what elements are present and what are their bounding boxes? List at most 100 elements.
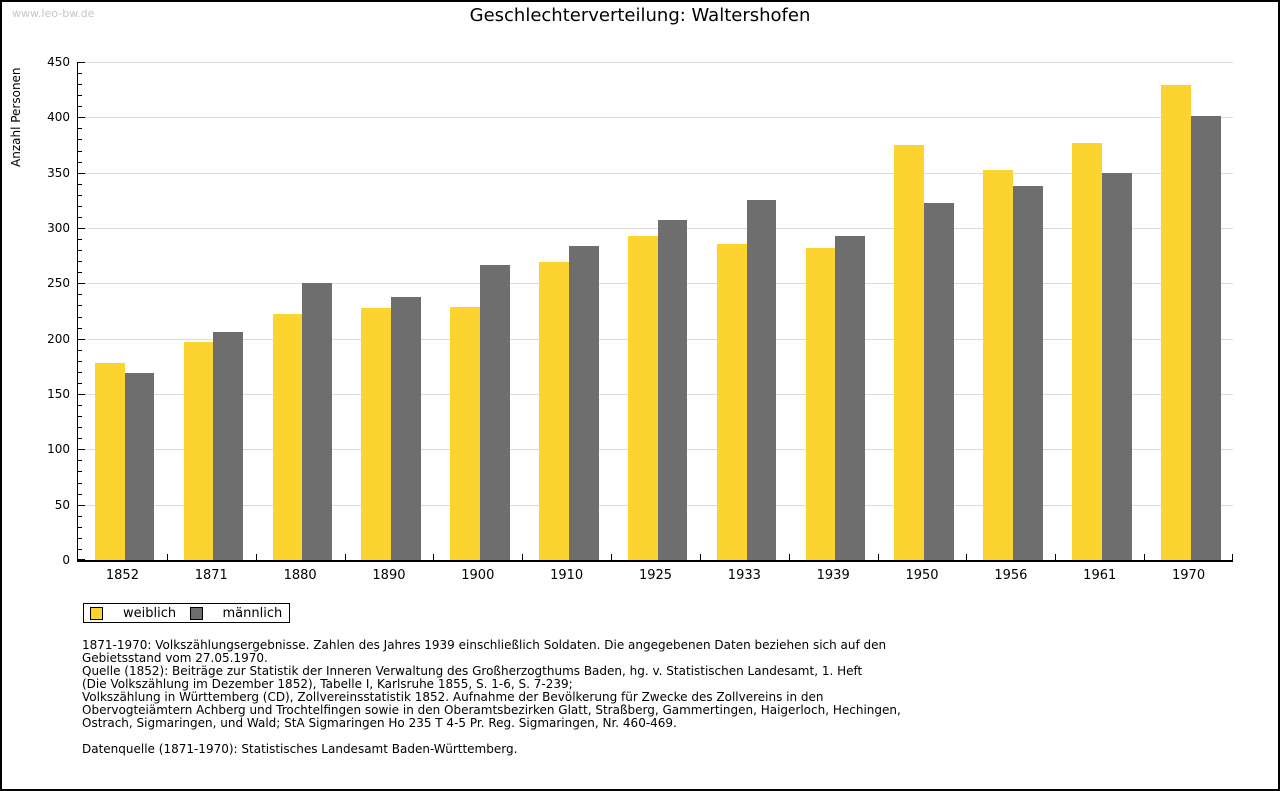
bar-männlich-1890 xyxy=(391,296,421,560)
y-minor-tick-180 xyxy=(78,360,82,362)
y-tick-label-450: 450 xyxy=(47,55,70,69)
y-minor-tick-370 xyxy=(78,150,82,152)
bar-männlich-1852 xyxy=(124,372,155,560)
bar-männlich-1925 xyxy=(657,220,688,560)
y-tick-label-0: 0 xyxy=(62,553,70,567)
y-minor-tick-160 xyxy=(78,382,82,384)
y-minor-tick-190 xyxy=(78,349,82,351)
y-minor-tick-440 xyxy=(78,73,82,75)
bar-männlich-1970 xyxy=(1190,116,1221,560)
y-tick-label-350: 350 xyxy=(47,165,70,180)
x-category-label-1871: 1871 xyxy=(194,568,228,583)
bar-männlich-1956 xyxy=(1013,185,1043,560)
x-boundary-tick-13 xyxy=(1232,554,1233,560)
bar-weiblich-1925 xyxy=(627,235,658,560)
gridline-400 xyxy=(78,117,1233,119)
plot-area: 0 50 100 150 200 250 300 350 400 450 1852 1871 1880 1… xyxy=(47,55,1233,583)
x-boundary-tick-1 xyxy=(166,554,168,560)
y-minor-tick-60 xyxy=(78,493,82,495)
y-tick-label-300: 300 xyxy=(47,221,70,235)
x-boundary-tick-7 xyxy=(699,554,701,560)
y-tick-label-100: 100 xyxy=(47,442,70,457)
y-minor-tick-130 xyxy=(78,416,82,418)
bar-männlich-1880 xyxy=(302,283,333,560)
x-boundary-tick-4 xyxy=(433,554,435,560)
y-minor-tick-40 xyxy=(78,515,82,517)
footnote-line-1: 1871-1970: Volkszählungsergebnisse. Zahl… xyxy=(82,638,887,652)
y-minor-tick-290 xyxy=(78,239,82,241)
y-minor-tick-340 xyxy=(78,183,82,185)
x-boundary-tick-9 xyxy=(877,554,879,560)
y-tick-450 xyxy=(78,62,85,63)
bar-weiblich-1910 xyxy=(539,262,569,560)
bar-männlich-1900 xyxy=(480,264,510,560)
y-tick-label-400: 400 xyxy=(47,110,70,125)
x-boundary-tick-2 xyxy=(255,554,257,560)
y-minor-tick-390 xyxy=(78,128,82,130)
x-category-label-1925: 1925 xyxy=(638,568,673,583)
gridline-450 xyxy=(78,62,1233,63)
y-tick-300 xyxy=(78,228,85,229)
bar-weiblich-1852 xyxy=(94,363,125,560)
y-minor-tick-140 xyxy=(78,405,82,407)
bar-männlich-1933 xyxy=(746,200,777,560)
y-minor-tick-430 xyxy=(78,84,82,86)
x-boundary-tick-5 xyxy=(522,554,524,560)
watermark-text: www.leo-bw.de xyxy=(12,7,95,20)
gridline-350 xyxy=(78,172,1233,174)
y-minor-tick-230 xyxy=(78,305,82,307)
y-minor-tick-320 xyxy=(78,205,82,207)
x-category-label-1910: 1910 xyxy=(550,568,584,583)
x-category-label-1961: 1961 xyxy=(1083,568,1117,583)
footnotes: 1871-1970: Volkszählungsergebnisse. Zahl… xyxy=(82,639,901,730)
y-minor-tick-30 xyxy=(78,526,82,528)
legend-item-weiblich: weiblich xyxy=(90,606,190,621)
footnote-line-5: Volkszählung in Württemberg (CD), Zollve… xyxy=(82,690,824,704)
y-tick-100 xyxy=(78,449,85,451)
y-minor-tick-310 xyxy=(78,216,82,218)
y-tick-400 xyxy=(78,117,85,119)
legend-item-männlich: männlich xyxy=(189,605,290,621)
bar-männlich-1961 xyxy=(1101,172,1132,560)
y-minor-tick-90 xyxy=(78,460,82,462)
x-category-label-1852: 1852 xyxy=(105,568,139,583)
bar-weiblich-1961 xyxy=(1072,142,1102,560)
y-minor-tick-110 xyxy=(78,438,82,440)
bar-weiblich-1880 xyxy=(272,314,303,560)
footnote-line-4: (Die Volkszählung im Dezember 1852), Tab… xyxy=(82,677,573,691)
bar-weiblich-1871 xyxy=(183,342,214,560)
y-tick-label-200: 200 xyxy=(47,331,70,346)
y-minor-tick-260 xyxy=(78,272,82,274)
bar-männlich-1871 xyxy=(213,332,244,560)
y-minor-tick-120 xyxy=(78,427,82,429)
x-category-label-1900: 1900 xyxy=(461,568,495,583)
footnote-line-6: Obervogteiämtern Achberg und Trochtelfin… xyxy=(82,703,901,717)
gridline-300 xyxy=(78,228,1233,229)
bar-männlich-1910 xyxy=(568,245,599,560)
bar-weiblich-1939 xyxy=(805,247,836,560)
x-category-label-1933: 1933 xyxy=(727,568,761,583)
x-boundary-tick-3 xyxy=(344,554,346,560)
legend-label-männlich: männlich xyxy=(222,605,283,621)
x-category-label-1880: 1880 xyxy=(283,568,317,583)
bar-männlich-1950 xyxy=(924,202,954,560)
y-minor-tick-330 xyxy=(78,194,82,196)
y-minor-tick-20 xyxy=(78,537,82,539)
y-minor-tick-280 xyxy=(78,250,82,252)
x-boundary-tick-6 xyxy=(611,554,613,560)
footnote-line-7: Ostrach, Sigmaringen, und Wald; StA Sigm… xyxy=(82,716,677,730)
y-minor-tick-220 xyxy=(78,316,82,318)
y-tick-50 xyxy=(78,504,85,506)
y-minor-tick-70 xyxy=(78,482,82,484)
bar-weiblich-1950 xyxy=(894,145,925,560)
y-tick-200 xyxy=(78,338,85,340)
legend-swatch-männlich xyxy=(189,606,203,620)
bar-weiblich-1970 xyxy=(1161,85,1191,560)
y-minor-tick-240 xyxy=(78,294,82,296)
y-minor-tick-210 xyxy=(78,327,82,329)
x-category-label-1970: 1970 xyxy=(1172,568,1206,583)
bar-weiblich-1956 xyxy=(983,170,1014,560)
y-tick-0 xyxy=(78,559,85,560)
y-tick-label-50: 50 xyxy=(54,497,70,512)
